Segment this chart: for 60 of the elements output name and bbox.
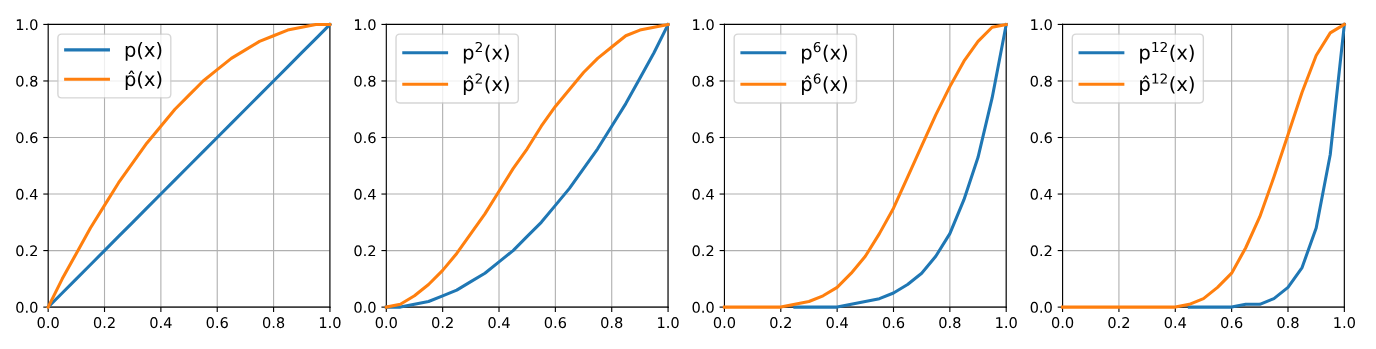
legend-label: p̂(x) — [125, 70, 162, 91]
y-tick-label: 0.8 — [16, 75, 38, 87]
line-series — [384, 22, 670, 309]
x-tick-label: 0.6 — [206, 317, 228, 329]
x-tick-label: 0.0 — [713, 317, 736, 329]
y-tick-label: 1.0 — [354, 19, 376, 31]
x-tick-label: 0.4 — [826, 317, 848, 329]
y-tick-label: 1.0 — [693, 19, 714, 31]
x-tick-label: 0.6 — [882, 317, 905, 329]
x-tick-label: 1.0 — [319, 317, 341, 329]
x-tick-label: 0.8 — [601, 317, 623, 329]
x-tick-label: 1.0 — [658, 317, 679, 329]
x-tick-label: 0.8 — [262, 317, 285, 329]
x-tick-label: 1.0 — [1334, 317, 1355, 329]
y-tick-label: 0.2 — [1030, 245, 1052, 257]
x-tick-label: 1.0 — [996, 317, 1017, 329]
y-tick-label: 0.6 — [16, 132, 38, 144]
x-tick-label: 0.4 — [1164, 317, 1187, 329]
y-tick-label: 0.4 — [16, 188, 38, 200]
legend-label: p$^{6}$(x) — [802, 41, 847, 64]
y-tick-label: 0.2 — [354, 245, 376, 257]
legend-label: p(x) — [125, 41, 162, 61]
legend-label: p̂$^{2}$(x) — [463, 73, 509, 96]
y-tick-label: 0.6 — [1030, 132, 1052, 144]
y-tick-label: 0.8 — [692, 75, 714, 87]
x-tick-label: 0.2 — [432, 317, 453, 329]
y-tick-label: 0.2 — [16, 245, 37, 257]
line-series — [1061, 22, 1346, 309]
line-series — [46, 22, 332, 309]
y-tick-label: 1.0 — [1031, 19, 1052, 31]
y-tick-label: 1.0 — [16, 19, 38, 31]
x-tick-label: 0.8 — [1277, 317, 1299, 329]
y-tick-label: 0.0 — [692, 301, 714, 313]
x-tick-label: 0.2 — [770, 317, 791, 329]
legend-label: p$^{2}$(x) — [463, 41, 509, 64]
legend-label: p$^{12}$(x) — [1140, 41, 1194, 64]
x-tick-label: 0.8 — [939, 317, 961, 329]
legend-label: p̂$^{12}$(x) — [1140, 73, 1194, 96]
y-tick-label: 0.4 — [1030, 188, 1053, 200]
y-tick-label: 0.8 — [1030, 75, 1052, 87]
x-tick-label: 0.6 — [1221, 317, 1243, 329]
y-tick-label: 0.0 — [1030, 301, 1052, 313]
x-tick-label: 0.4 — [150, 317, 172, 329]
line-series — [722, 22, 1008, 309]
y-tick-label: 0.0 — [16, 301, 38, 313]
y-tick-label: 0.6 — [692, 132, 714, 144]
legend-label: p̂$^{6}$(x) — [802, 73, 847, 96]
y-tick-label: 0.6 — [354, 132, 376, 144]
y-tick-label: 0.4 — [354, 188, 376, 200]
y-tick-label: 0.8 — [354, 75, 376, 87]
x-tick-label: 0.0 — [1051, 317, 1074, 329]
y-tick-label: 0.4 — [692, 188, 714, 200]
y-tick-label: 0.2 — [692, 245, 714, 257]
y-tick-label: 0.0 — [354, 301, 376, 313]
x-tick-label: 0.4 — [488, 317, 510, 329]
x-tick-label: 0.2 — [93, 317, 115, 329]
x-tick-label: 0.0 — [37, 317, 59, 329]
x-tick-label: 0.0 — [375, 317, 397, 329]
x-tick-label: 0.2 — [1108, 317, 1130, 329]
x-tick-label: 0.6 — [544, 317, 567, 329]
